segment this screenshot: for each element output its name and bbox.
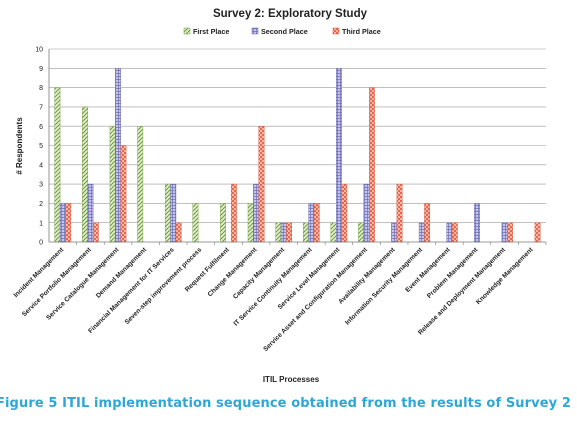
legend-label-third-place: Third Place bbox=[342, 27, 381, 36]
y-tick-labels: 0 1 2 3 4 5 6 7 8 9 10 bbox=[35, 47, 43, 247]
bar-third-place-event-management bbox=[451, 222, 458, 243]
legend-swatch-second-place bbox=[251, 27, 259, 35]
y-tick-label: 10 bbox=[35, 47, 43, 54]
y-axis-label: # Respondents bbox=[15, 117, 24, 175]
bar-third-place-financial-management-for-it-services bbox=[175, 222, 182, 243]
bar-third-place-request-fulfilment bbox=[230, 183, 237, 243]
legend-label-first-place: First Place bbox=[193, 27, 229, 36]
bar-first-place-change-management bbox=[247, 203, 254, 243]
legend-swatch-first-place bbox=[183, 27, 191, 35]
bar-first-place-incident-management bbox=[54, 87, 61, 243]
bar-second-place-information-security-management bbox=[418, 222, 425, 243]
bar-first-place-financial-management-for-it-services bbox=[164, 183, 171, 243]
bar-third-place-service-catalogue-management bbox=[120, 145, 127, 243]
bar-second-place-release-and-deployment-management bbox=[501, 222, 508, 243]
bar-second-place-financial-management-for-it-services bbox=[170, 183, 177, 243]
y-tick-label: 8 bbox=[39, 85, 43, 92]
bar-second-place-change-management bbox=[253, 183, 259, 243]
y-tick-label: 6 bbox=[39, 124, 43, 131]
bar-first-place-seven-step-improvement-process bbox=[192, 203, 199, 243]
bar-first-place-demand-management bbox=[137, 125, 144, 243]
bar-second-place-event-management bbox=[446, 222, 453, 243]
legend-label-second-place: Second Place bbox=[261, 27, 308, 36]
legend: First Place Second Place Third Place bbox=[183, 27, 381, 36]
x-tick-label: Capacity Management bbox=[232, 246, 287, 301]
y-tick-label: 9 bbox=[39, 66, 43, 73]
bar-second-place-it-service-continuity-management bbox=[308, 203, 315, 243]
bar-second-place-service-catalogue-management bbox=[115, 68, 121, 243]
bar-third-place-incident-management bbox=[65, 203, 72, 243]
bar-third-place-change-management bbox=[258, 125, 265, 243]
bar-second-place-service-portfolio-management bbox=[87, 183, 94, 243]
grid-lines bbox=[49, 48, 546, 223]
bar-first-place-request-fulfilment bbox=[220, 203, 226, 243]
bar-second-place-incident-management bbox=[59, 203, 66, 243]
y-tick-label: 0 bbox=[39, 240, 43, 247]
bar-third-place-information-security-management bbox=[424, 203, 431, 243]
chart-title: Survey 2: Exploratory Study bbox=[213, 8, 368, 20]
x-tick-label: Service Asset and Configuration Manageme… bbox=[262, 246, 369, 353]
axes bbox=[48, 49, 547, 245]
figure-caption: Figure 5 ITIL implementation sequence ob… bbox=[0, 396, 571, 411]
y-tick-label: 7 bbox=[39, 105, 43, 112]
y-tick-label: 3 bbox=[39, 182, 43, 189]
y-tick-label: 5 bbox=[39, 143, 43, 150]
bar-second-place-service-asset-and-configuration-management bbox=[363, 183, 370, 243]
bar-third-place-release-and-deployment-management bbox=[507, 222, 513, 243]
bar-third-place-knowledge-management bbox=[534, 222, 541, 243]
x-tick-label: Demand Management bbox=[95, 246, 149, 300]
x-tick-label: Change Management bbox=[207, 246, 259, 298]
bar-third-place-availability-management bbox=[396, 183, 403, 243]
bar-third-place-service-asset-and-configuration-management bbox=[369, 87, 375, 243]
bar-second-place-problem-management bbox=[474, 203, 480, 243]
x-tick-label: Incident Management bbox=[13, 246, 66, 299]
bar-second-place-availability-management bbox=[391, 222, 398, 243]
x-tick-label: Knowledge Management bbox=[475, 246, 535, 306]
bar-first-place-service-level-management bbox=[330, 222, 337, 243]
x-axis-label: ITIL Processes bbox=[263, 375, 320, 384]
bar-first-place-service-catalogue-management bbox=[109, 125, 116, 243]
bar-third-place-capacity-management bbox=[286, 222, 292, 243]
y-tick-label: 1 bbox=[39, 220, 43, 227]
bar-first-place-capacity-management bbox=[275, 222, 282, 243]
bar-second-place-service-level-management bbox=[336, 68, 342, 243]
bar-first-place-it-service-continuity-management bbox=[303, 222, 309, 243]
y-tick-label: 2 bbox=[39, 201, 43, 208]
bar-third-place-service-portfolio-management bbox=[92, 222, 99, 243]
y-tick-label: 4 bbox=[39, 162, 43, 169]
x-tick-label: Problem Management bbox=[426, 246, 480, 300]
bar-third-place-it-service-continuity-management bbox=[313, 203, 320, 243]
bar-first-place-service-portfolio-management bbox=[82, 106, 88, 243]
bar-first-place-service-asset-and-configuration-management bbox=[358, 222, 365, 243]
bar-third-place-service-level-management bbox=[341, 183, 348, 243]
x-tick-label: Availability Management bbox=[337, 246, 397, 306]
bar-second-place-capacity-management bbox=[280, 222, 287, 243]
bars bbox=[54, 68, 541, 243]
legend-swatch-third-place bbox=[332, 27, 340, 35]
